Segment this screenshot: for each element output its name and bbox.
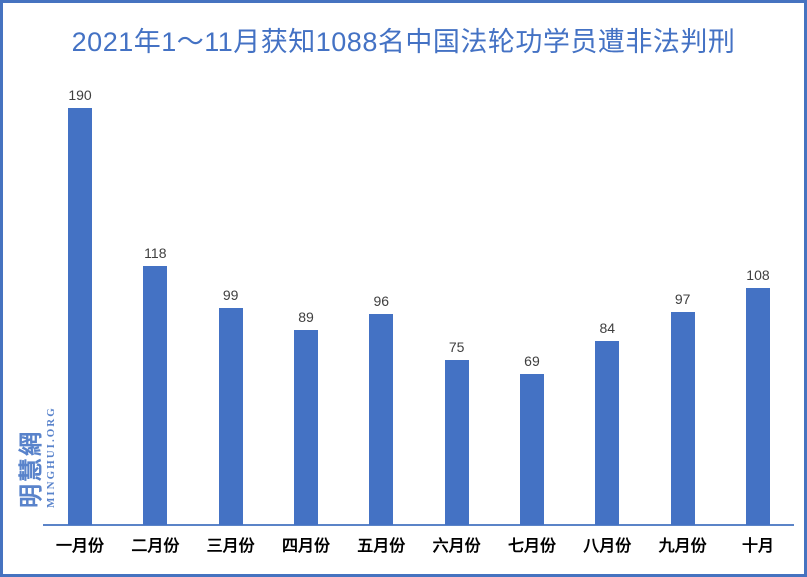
x-axis-label: 三月份 — [206, 538, 255, 555]
bar — [218, 308, 243, 525]
bar — [519, 374, 544, 525]
x-axis-label: 十月 — [741, 538, 774, 555]
bar — [68, 108, 92, 525]
x-axis-label: 六月份 — [432, 538, 481, 555]
bar-value-label: 108 — [746, 267, 770, 283]
bar — [745, 288, 770, 525]
chart-title: 2021年1～11月获知1088名中国法轮功学员遭非法判刑 — [71, 27, 736, 57]
minghui-watermark: 明慧網 MINGHUI.ORG — [18, 388, 59, 508]
x-axis-line — [43, 524, 794, 526]
x-axis-label: 二月份 — [131, 538, 180, 555]
bar-value-label: 69 — [524, 353, 540, 369]
x-axis-label: 四月份 — [281, 538, 330, 555]
x-axis-label: 九月份 — [658, 538, 707, 555]
bar-value-label: 75 — [448, 339, 465, 355]
bar — [369, 314, 394, 525]
bar-value-label: 118 — [144, 245, 167, 261]
bar — [670, 312, 695, 525]
x-axis-label: 七月份 — [507, 538, 556, 555]
bar-value-label: 84 — [599, 320, 616, 336]
bar — [293, 330, 318, 525]
x-axis-label: 八月份 — [583, 538, 632, 555]
bar — [595, 341, 620, 525]
bar-value-label: 97 — [674, 291, 691, 307]
bar-value-label: 89 — [298, 309, 314, 325]
bar-value-label: 96 — [373, 293, 390, 309]
x-axis-label: 一月份 — [55, 538, 104, 555]
plot-area: 190 一月份 118 二月份 99 三月份 89 四月份 96 五月份 75 六月份 69 七月份 84 八… — [3, 3, 804, 574]
watermark-cjk-text: 明慧網 — [18, 430, 45, 508]
x-axis-label: 五月份 — [357, 538, 406, 555]
bar — [444, 360, 469, 525]
bar-value-label: 190 — [68, 87, 92, 103]
bar-value-label: 99 — [222, 287, 239, 303]
bar — [143, 266, 168, 525]
watermark-latin-text: MINGHUI.ORG — [45, 406, 57, 508]
